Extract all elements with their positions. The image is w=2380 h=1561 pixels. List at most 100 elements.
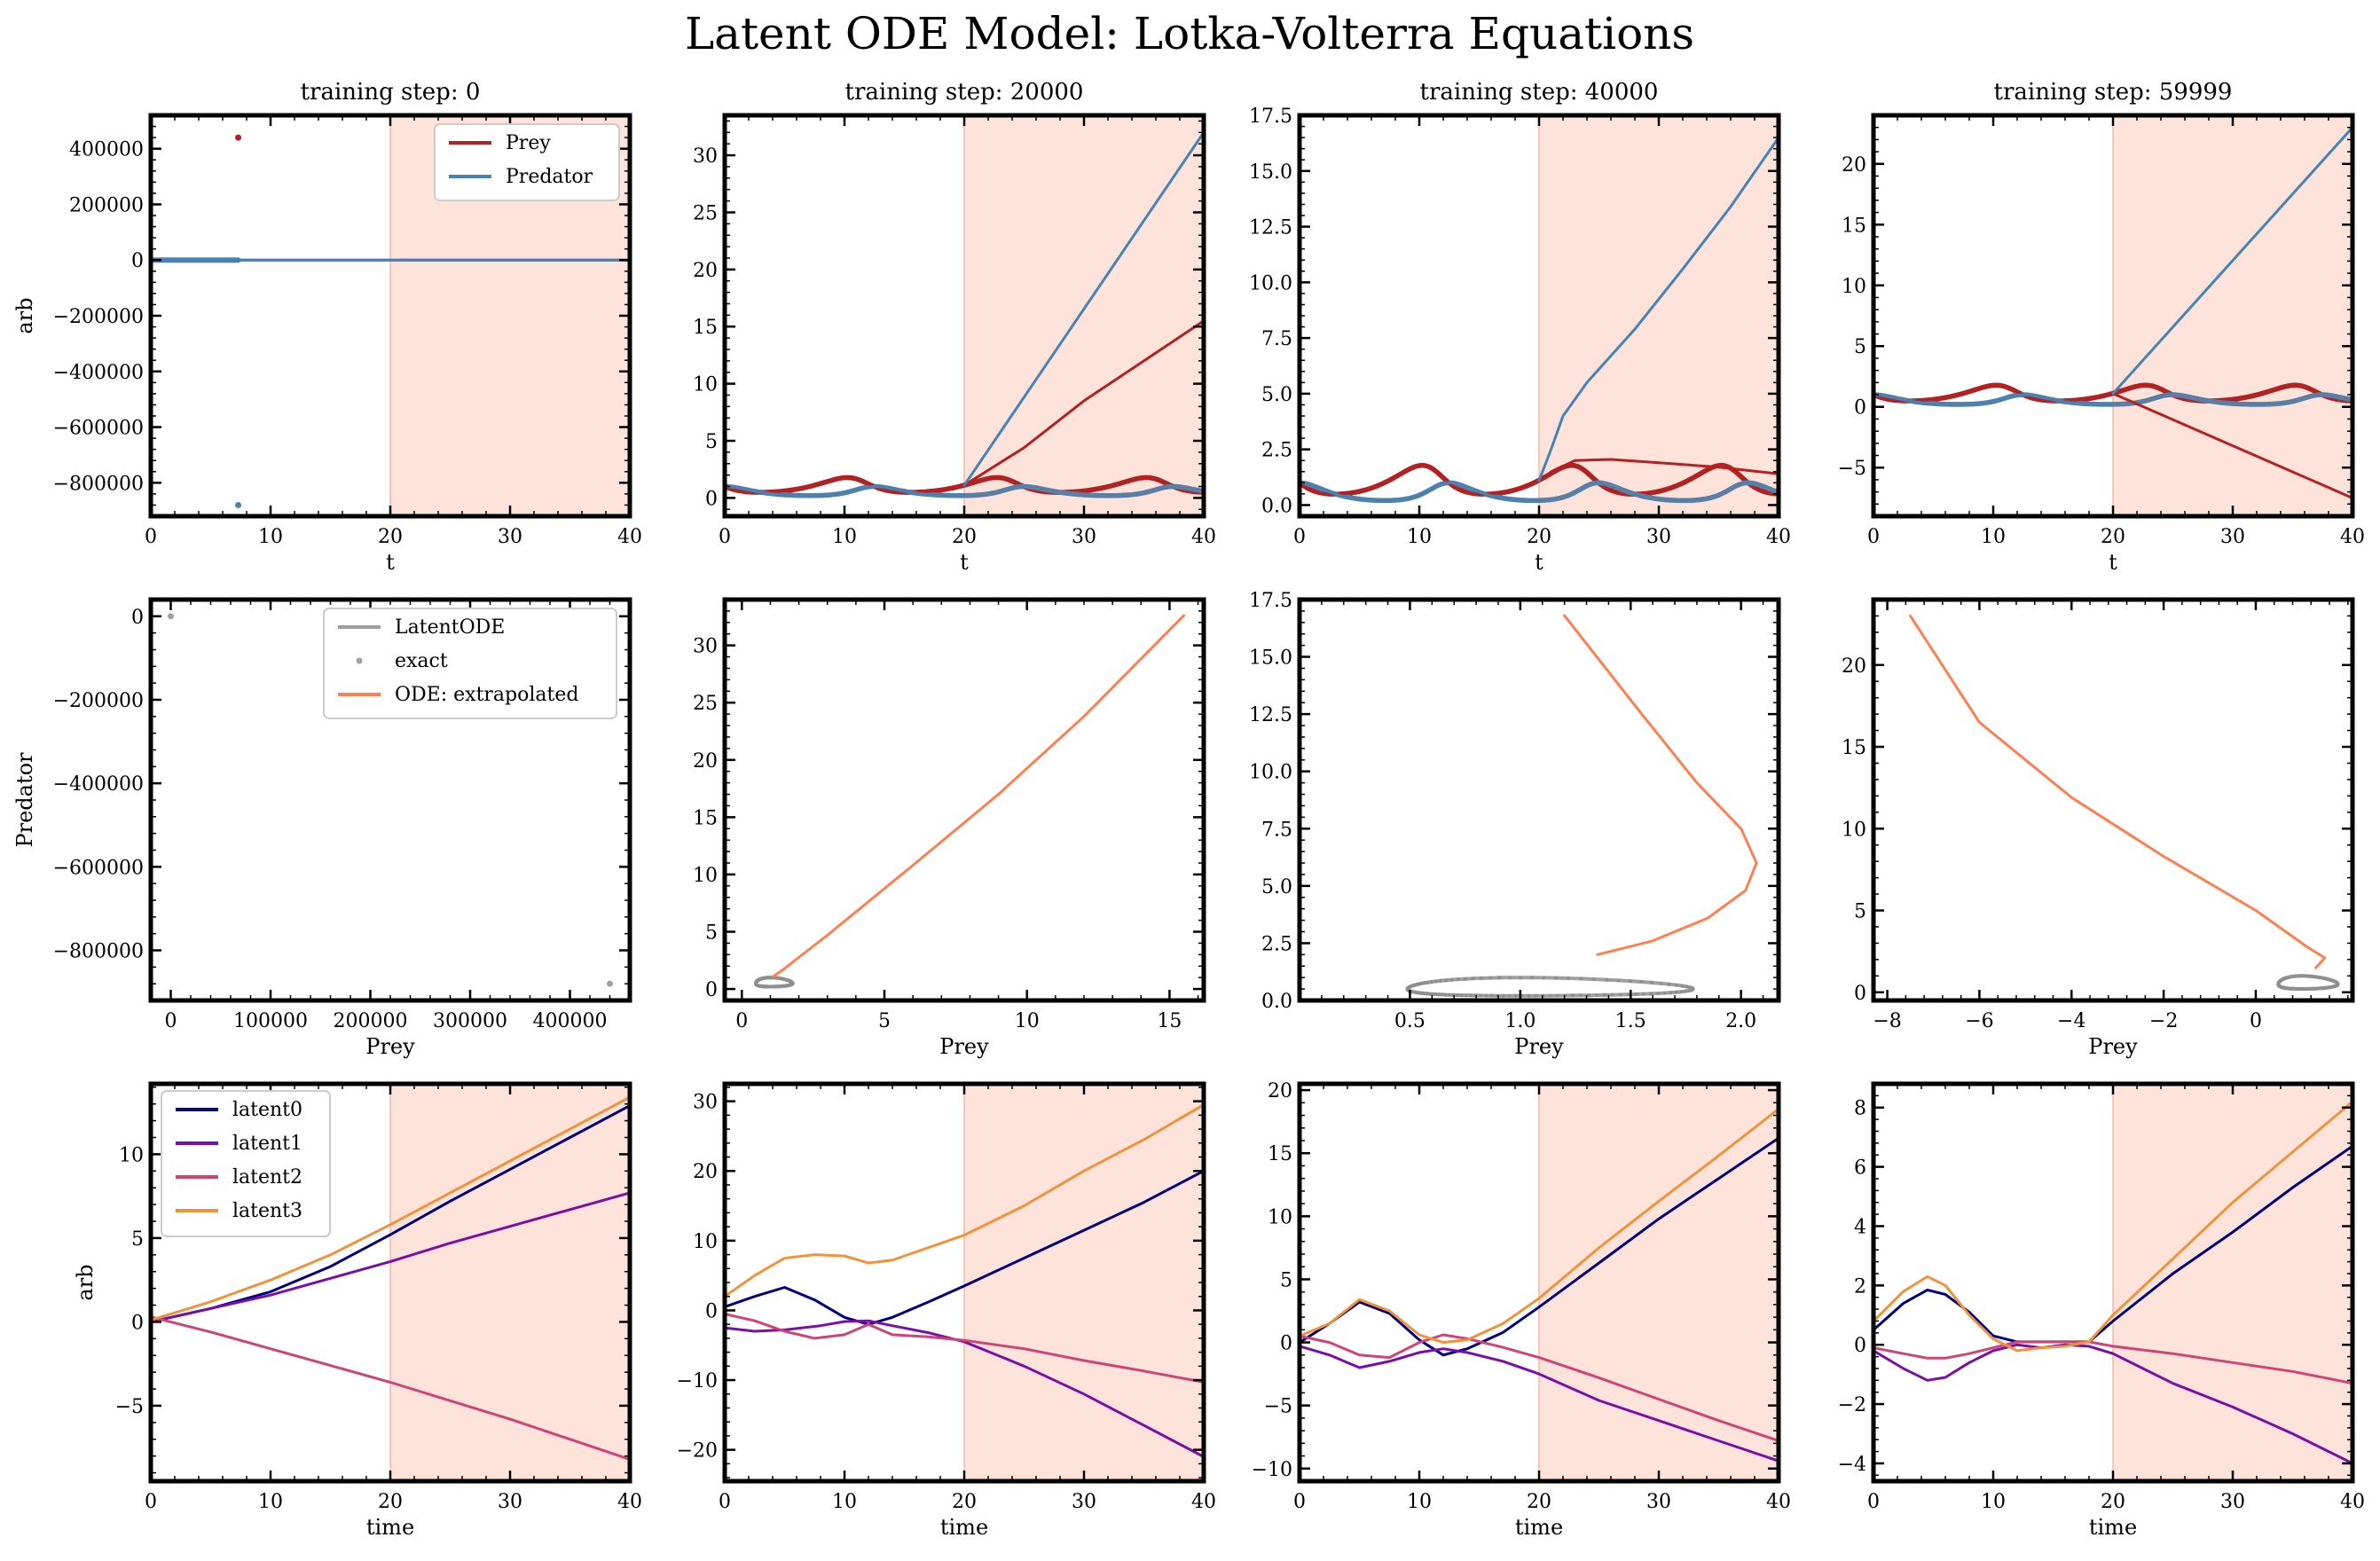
exact-phase-point	[776, 976, 781, 980]
extrapolation-region	[1539, 1084, 1779, 1481]
exact-phase-point	[1656, 992, 1661, 995]
outlier-point	[235, 134, 242, 141]
ticks	[725, 599, 1204, 1001]
exact-phase-point	[1513, 993, 1518, 998]
x-axis-label: t	[960, 550, 969, 575]
exact-phase-point	[1639, 980, 1644, 984]
exact-phase-point	[1488, 976, 1493, 980]
panel-latent-2: 0 10 20 30 40 20 15 10 5 0 −5 −10 time	[1252, 1080, 1791, 1540]
y-tick-label: 2.5	[1261, 933, 1292, 955]
y-tick-label: 10.0	[1249, 762, 1292, 784]
x-tick-label: 40	[617, 526, 642, 548]
y-tick-label: −5	[1264, 1396, 1292, 1418]
exact-phase-point	[1425, 992, 1429, 996]
exact-phase-point	[1433, 992, 1438, 996]
legend-label: latent1	[232, 1133, 302, 1155]
exact-phase-point	[1436, 992, 1441, 997]
latent1-line	[151, 1191, 630, 1323]
panel-latent-0: 0 10 20 30 401050−5timearblatent0latent1late…	[73, 1081, 642, 1540]
x-tick-label: 40	[1191, 526, 1216, 548]
legend-label: latent0	[232, 1099, 302, 1121]
y-tick-label: −600000	[53, 418, 144, 440]
y-tick-label: −600000	[53, 857, 144, 879]
predator-extrapolated-line	[1537, 136, 1779, 482]
y-tick-label: −20	[677, 1440, 718, 1463]
exact-phase-point	[1459, 993, 1464, 998]
y-axis-label: Predator	[12, 752, 37, 848]
plot-area	[168, 613, 613, 987]
x-tick-label: 10	[1407, 1491, 1432, 1513]
x-tick-label: 10	[258, 1491, 283, 1513]
exact-phase-point	[1629, 979, 1633, 984]
exact-phase-point	[1688, 985, 1693, 990]
exact-phase-point	[1578, 993, 1583, 998]
ticks	[149, 1084, 632, 1481]
y-tick-label: 5.0	[1261, 384, 1292, 406]
predator-line	[1300, 481, 1541, 502]
legend-label: exact	[395, 650, 448, 672]
y-tick-label: 0	[705, 1300, 718, 1322]
exact-phase-point	[1439, 978, 1443, 983]
latent0-line	[725, 1169, 1204, 1326]
legend-label: LatentODE	[395, 616, 505, 639]
exact-phase-point	[1497, 976, 1502, 980]
x-tick-label: 1.0	[1504, 1010, 1536, 1032]
exact-phase-point	[1649, 992, 1653, 996]
exact-phase-point	[1679, 990, 1684, 994]
exact-phase-point	[1683, 989, 1687, 993]
x-tick-label: 30	[1646, 1491, 1671, 1513]
y-tick-label: −200000	[53, 690, 144, 712]
x-tick-label: 15	[1157, 1010, 1182, 1032]
plot-area	[151, 1084, 630, 1481]
x-tick-label: 40	[1191, 1491, 1216, 1513]
x-tick-label: 30	[1646, 526, 1671, 548]
y-tick-label: 30	[693, 145, 718, 168]
y-tick-label: 5	[705, 922, 718, 945]
y-tick-label: 10	[693, 865, 718, 887]
x-tick-label: 1.5	[1615, 1010, 1646, 1032]
latent0-line	[1300, 1136, 1779, 1357]
exact-phase-point	[1410, 984, 1415, 988]
legend-label: latent2	[232, 1166, 302, 1188]
x-tick-label: 10	[258, 526, 283, 548]
y-tick-label: 0	[1280, 1333, 1292, 1355]
exact-phase-point	[1680, 984, 1685, 988]
exact-phase-point	[1469, 993, 1473, 998]
exact-phase-point	[1430, 992, 1434, 996]
exact-phase-point	[1610, 992, 1614, 997]
legend-marker	[356, 657, 363, 664]
x-tick-label: 20	[378, 1491, 403, 1513]
exact-phase-point	[1567, 977, 1571, 980]
column-title: training step: 59999	[1994, 79, 2233, 106]
exact-phase-point	[1414, 983, 1418, 987]
ode-extrapolated-line	[772, 614, 1185, 978]
y-tick-label: 17.5	[1249, 590, 1292, 612]
phase-point	[607, 980, 613, 987]
exact-phase-point	[1618, 992, 1622, 997]
y-tick-label: 15	[693, 807, 718, 829]
latent2-line	[725, 1312, 1204, 1384]
exact-phase-point	[1464, 993, 1468, 998]
plot-area	[1405, 614, 1758, 998]
axes-frame	[1297, 597, 1781, 1003]
panel-phase-0: 0 100000 200000 300000 400000 0 −200000 −400000…	[12, 597, 632, 1059]
x-tick-label: 30	[1072, 1491, 1096, 1513]
y-tick-label: −800000	[53, 941, 144, 963]
exact-phase-point	[1419, 991, 1424, 995]
y-tick-label: 5	[1280, 1269, 1292, 1291]
ticks	[150, 599, 631, 1001]
exact-phase-point	[1641, 992, 1646, 996]
exact-phase-point	[1520, 993, 1525, 998]
legend-box	[161, 1090, 331, 1237]
y-tick-label: 0	[131, 250, 144, 272]
exact-phase-point-group	[1405, 976, 1695, 998]
y-tick-label: 7.5	[1261, 819, 1292, 841]
column-title: training step: 40000	[1420, 79, 1659, 106]
x-axis-label: t	[1535, 550, 1543, 575]
exact-phase-point	[754, 980, 758, 984]
ode-extrapolated-line	[1563, 614, 1758, 956]
x-tick-label: 10	[832, 1491, 857, 1513]
outlier-point	[235, 501, 242, 508]
exact-phase-point	[1650, 980, 1654, 984]
y-tick-label: 17.5	[1249, 106, 1292, 128]
